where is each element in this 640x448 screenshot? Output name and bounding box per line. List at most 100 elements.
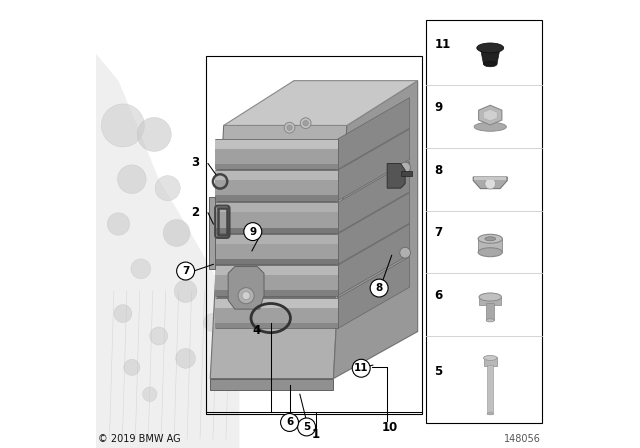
Ellipse shape bbox=[484, 61, 497, 67]
Polygon shape bbox=[338, 224, 410, 296]
Polygon shape bbox=[338, 129, 410, 201]
Circle shape bbox=[150, 327, 168, 345]
Circle shape bbox=[114, 305, 132, 323]
Circle shape bbox=[163, 220, 190, 246]
Circle shape bbox=[303, 121, 308, 126]
Circle shape bbox=[143, 387, 157, 401]
Circle shape bbox=[176, 349, 195, 368]
Text: 8: 8 bbox=[376, 283, 383, 293]
Circle shape bbox=[485, 178, 495, 189]
Polygon shape bbox=[214, 290, 338, 296]
Circle shape bbox=[242, 292, 250, 300]
Polygon shape bbox=[214, 259, 338, 264]
Circle shape bbox=[287, 125, 292, 130]
Polygon shape bbox=[214, 323, 338, 328]
Polygon shape bbox=[479, 105, 502, 125]
Polygon shape bbox=[214, 244, 338, 259]
Polygon shape bbox=[473, 177, 508, 189]
Text: 4: 4 bbox=[252, 324, 260, 337]
Polygon shape bbox=[479, 297, 502, 305]
Text: 10: 10 bbox=[381, 421, 397, 434]
Ellipse shape bbox=[478, 248, 502, 257]
Text: 2: 2 bbox=[191, 206, 200, 220]
Polygon shape bbox=[387, 164, 405, 188]
Polygon shape bbox=[401, 171, 412, 176]
Text: 7: 7 bbox=[435, 226, 442, 239]
Polygon shape bbox=[214, 298, 338, 308]
Circle shape bbox=[131, 259, 150, 279]
Ellipse shape bbox=[478, 234, 502, 243]
Polygon shape bbox=[214, 212, 338, 228]
Polygon shape bbox=[481, 48, 500, 64]
Polygon shape bbox=[214, 149, 338, 164]
Polygon shape bbox=[214, 275, 338, 290]
Text: 11: 11 bbox=[435, 38, 451, 51]
Text: 8: 8 bbox=[435, 164, 442, 177]
Polygon shape bbox=[217, 233, 335, 234]
Circle shape bbox=[101, 104, 145, 147]
Polygon shape bbox=[210, 379, 333, 390]
Text: 7: 7 bbox=[182, 266, 189, 276]
Polygon shape bbox=[338, 257, 410, 328]
Text: 9: 9 bbox=[435, 101, 442, 114]
Text: 6: 6 bbox=[286, 418, 293, 427]
Polygon shape bbox=[214, 265, 338, 275]
Text: 9: 9 bbox=[249, 227, 257, 237]
Text: © 2019 BMW AG: © 2019 BMW AG bbox=[98, 435, 181, 444]
Circle shape bbox=[124, 359, 140, 375]
Circle shape bbox=[177, 262, 195, 280]
Circle shape bbox=[155, 176, 180, 201]
Polygon shape bbox=[223, 81, 418, 125]
Text: 148056: 148056 bbox=[504, 435, 540, 444]
Bar bbox=[474, 177, 506, 180]
Circle shape bbox=[238, 288, 254, 304]
Polygon shape bbox=[210, 125, 347, 379]
Bar bbox=[426, 20, 541, 423]
Polygon shape bbox=[214, 234, 338, 244]
Polygon shape bbox=[217, 264, 335, 265]
Circle shape bbox=[400, 162, 410, 173]
Polygon shape bbox=[96, 54, 239, 448]
Text: 1: 1 bbox=[312, 428, 319, 441]
Text: 3: 3 bbox=[191, 155, 200, 169]
Circle shape bbox=[174, 280, 196, 302]
Polygon shape bbox=[217, 201, 335, 202]
Ellipse shape bbox=[479, 293, 502, 301]
Polygon shape bbox=[214, 164, 338, 169]
Circle shape bbox=[137, 117, 172, 151]
Circle shape bbox=[298, 418, 316, 436]
Polygon shape bbox=[214, 195, 338, 201]
Polygon shape bbox=[209, 197, 214, 269]
Polygon shape bbox=[214, 170, 338, 180]
Circle shape bbox=[400, 247, 410, 258]
Ellipse shape bbox=[486, 319, 494, 322]
Circle shape bbox=[244, 223, 262, 241]
Polygon shape bbox=[214, 180, 338, 195]
Ellipse shape bbox=[474, 122, 506, 131]
Polygon shape bbox=[333, 81, 418, 379]
Polygon shape bbox=[478, 239, 502, 252]
Polygon shape bbox=[217, 169, 335, 170]
Polygon shape bbox=[214, 308, 338, 323]
Circle shape bbox=[107, 213, 129, 235]
Polygon shape bbox=[483, 109, 497, 121]
Ellipse shape bbox=[485, 237, 495, 241]
Polygon shape bbox=[228, 267, 264, 309]
Text: 5: 5 bbox=[435, 365, 442, 378]
Circle shape bbox=[352, 359, 370, 377]
Circle shape bbox=[280, 414, 298, 431]
Text: 6: 6 bbox=[435, 289, 442, 302]
Polygon shape bbox=[217, 296, 335, 298]
Ellipse shape bbox=[477, 43, 504, 53]
Circle shape bbox=[300, 118, 311, 129]
Circle shape bbox=[118, 165, 146, 194]
Bar bbox=[205, 56, 422, 414]
Polygon shape bbox=[338, 98, 410, 169]
Polygon shape bbox=[214, 228, 338, 233]
Circle shape bbox=[213, 373, 230, 389]
Circle shape bbox=[204, 314, 221, 332]
Polygon shape bbox=[214, 202, 338, 212]
Polygon shape bbox=[338, 193, 410, 264]
Bar bbox=[484, 357, 497, 366]
Text: 11: 11 bbox=[354, 363, 369, 373]
